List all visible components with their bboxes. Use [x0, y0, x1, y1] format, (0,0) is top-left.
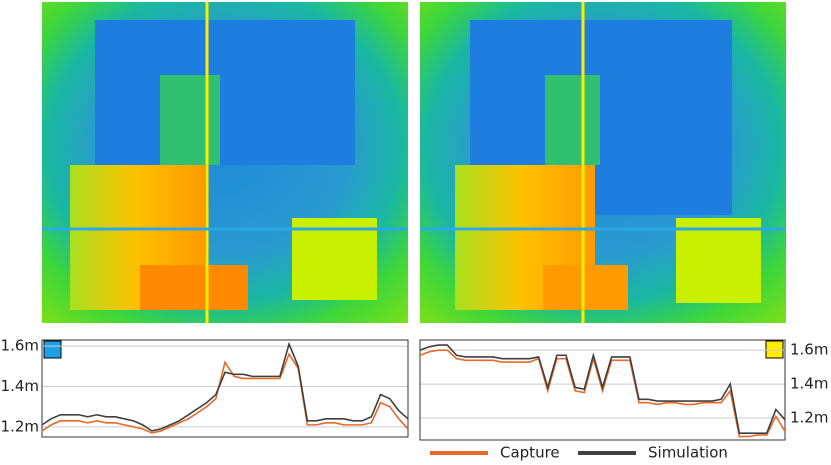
- data-line: [419, 349, 786, 438]
- y-tick-label: 1.6m: [1, 337, 39, 355]
- y-tick-label: 1.4m: [790, 375, 828, 393]
- legend-label: Simulation: [648, 444, 728, 462]
- data-line: [41, 352, 409, 434]
- y-tick-label: 1.2m: [790, 408, 828, 426]
- plot-frame: [419, 339, 786, 441]
- depth-image-capture: [42, 2, 408, 323]
- legend-label: Capture: [500, 444, 560, 462]
- plot-frame: [41, 339, 409, 438]
- y-tick-label: 1.4m: [1, 377, 39, 395]
- y-tick-label: 1.6m: [790, 341, 828, 359]
- depth-image-simulation: [420, 2, 786, 323]
- line-marker: [765, 340, 784, 359]
- line-marker: [43, 340, 62, 359]
- y-tick-label: 1.2m: [1, 417, 39, 435]
- data-line: [41, 341, 409, 432]
- data-line: [419, 344, 786, 435]
